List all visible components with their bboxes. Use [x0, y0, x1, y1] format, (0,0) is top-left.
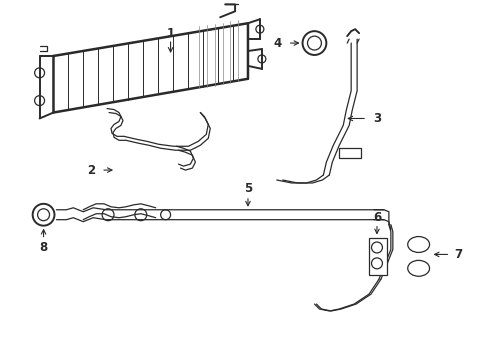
Ellipse shape: [407, 237, 428, 252]
Text: 6: 6: [372, 211, 380, 224]
Text: 7: 7: [453, 248, 462, 261]
Text: 3: 3: [372, 112, 380, 125]
Text: 1: 1: [166, 27, 174, 40]
Text: 2: 2: [87, 163, 95, 176]
Text: 4: 4: [273, 37, 281, 50]
Text: 5: 5: [244, 183, 252, 195]
Ellipse shape: [407, 260, 428, 276]
Text: 8: 8: [40, 241, 48, 254]
Bar: [368, 238, 386, 275]
Bar: [339, 148, 360, 158]
